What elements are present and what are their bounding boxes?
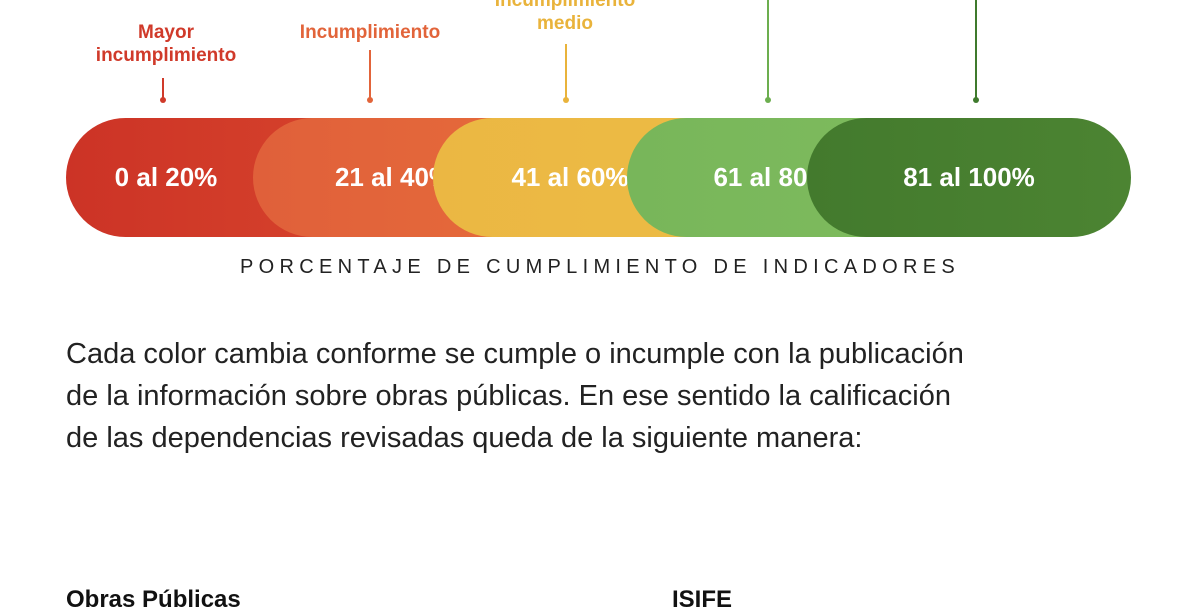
label-incumplimiento: Incumplimiento (299, 22, 441, 43)
subheading-obras-publicas: Obras Públicas (66, 586, 241, 613)
compliance-scale-bar: 0 al 20% 21 al 40% 41 al 60% 61 al 80% 8… (66, 118, 1131, 237)
tick-marker-3 (563, 44, 568, 103)
segment-81-100: 81 al 100% (807, 118, 1131, 237)
body-paragraph: Cada color cambia conforme se cumple o i… (66, 338, 964, 454)
scale-caption: PORCENTAJE DE CUMPLIMIENTO DE INDICADORE… (240, 256, 960, 278)
label-mayor-incumplimiento: Mayor incumplimiento (95, 22, 237, 66)
tick-marker-1 (160, 78, 165, 103)
tick-marker-5 (973, 0, 978, 103)
label-incumplimiento-medio: Incumplimiento medio (494, 0, 636, 34)
subheading-isife: ISIFE (672, 586, 733, 613)
tick-marker-4 (765, 0, 770, 103)
tick-marker-2 (367, 50, 372, 103)
